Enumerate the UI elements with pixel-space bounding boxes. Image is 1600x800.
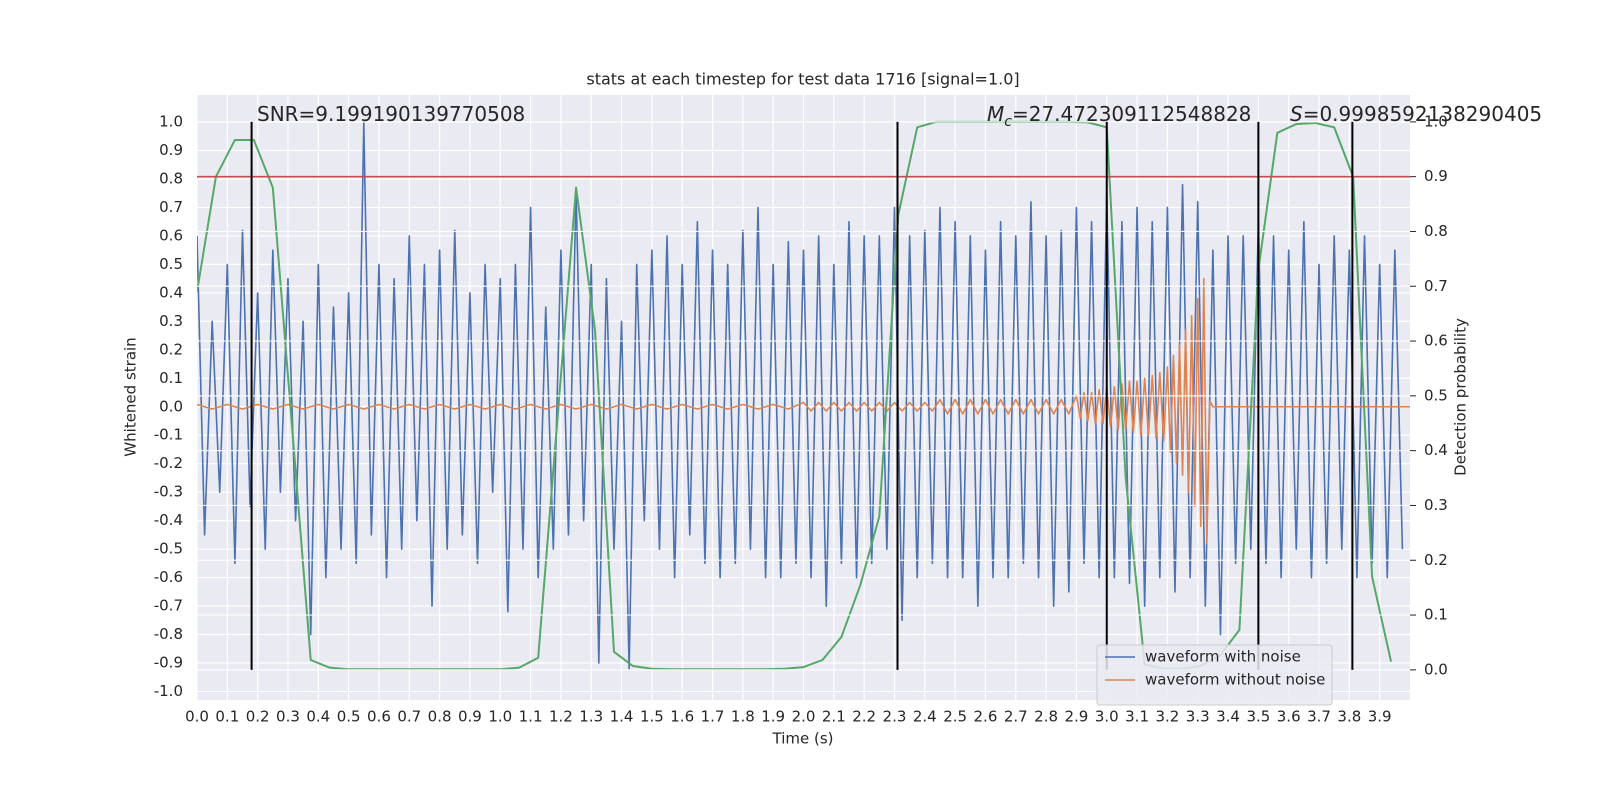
x-tick-label: 1.4 bbox=[610, 708, 634, 726]
x-tick-label: 0.8 bbox=[428, 708, 452, 726]
x-tick-label: 0.9 bbox=[458, 708, 482, 726]
annotation: Mc=27.472309112548828 bbox=[987, 102, 1251, 130]
x-tick-label: 2.7 bbox=[1004, 708, 1028, 726]
y2-tick-label: 0.7 bbox=[1424, 277, 1448, 295]
x-tick-label: 1.5 bbox=[640, 708, 664, 726]
x-tick-label: 0.6 bbox=[367, 708, 391, 726]
x-tick-label: 1.6 bbox=[670, 708, 694, 726]
x-tick-label: 1.1 bbox=[519, 708, 543, 726]
x-tick-label: 2.4 bbox=[913, 708, 937, 726]
y-tick-label: -0.4 bbox=[154, 511, 183, 529]
chart-title: stats at each timestep for test data 171… bbox=[586, 70, 1019, 89]
y-tick-label: -0.6 bbox=[154, 568, 183, 586]
y-tick-label: -0.8 bbox=[154, 625, 183, 643]
x-tick-label: 0.5 bbox=[337, 708, 361, 726]
y2-tick-label: 0.2 bbox=[1424, 551, 1448, 569]
y2-tick-label: 0.3 bbox=[1424, 496, 1448, 514]
x-tick-label: 3.1 bbox=[1125, 708, 1149, 726]
series-line bbox=[197, 277, 1410, 545]
x-tick-label: 1.8 bbox=[731, 708, 755, 726]
x-tick-label: 3.7 bbox=[1307, 708, 1331, 726]
y-tick-label: 0.6 bbox=[159, 226, 183, 244]
y-tick-label: -0.1 bbox=[154, 426, 183, 444]
annotation-symbol: S bbox=[1290, 102, 1303, 126]
x-tick-label: 0.1 bbox=[215, 708, 239, 726]
x-tick-label: 2.3 bbox=[883, 708, 907, 726]
legend-label: waveform with noise bbox=[1145, 648, 1301, 666]
y-tick-label: -0.9 bbox=[154, 653, 183, 671]
x-tick-label: 1.7 bbox=[701, 708, 725, 726]
x-tick-label: 3.0 bbox=[1095, 708, 1119, 726]
y-tick-label: -0.3 bbox=[154, 483, 183, 501]
annotation-text: SNR=9.199190139770508 bbox=[257, 102, 525, 126]
x-tick-label: 0.7 bbox=[397, 708, 421, 726]
y-tick-label: -0.2 bbox=[154, 454, 183, 472]
y2-tick-label: 1.0 bbox=[1424, 112, 1448, 130]
annotation: S=0.9998592138290405 bbox=[1290, 102, 1542, 126]
y-axis-label: Whitened strain bbox=[122, 337, 140, 456]
legend-box bbox=[1096, 644, 1333, 706]
y-tick-label: -0.7 bbox=[154, 597, 183, 615]
y2-tick-label: 0.4 bbox=[1424, 441, 1448, 459]
y-tick-label: 0.9 bbox=[159, 141, 183, 159]
x-tick-label: 3.3 bbox=[1186, 708, 1210, 726]
x-tick-label: 2.5 bbox=[943, 708, 967, 726]
x-tick-label: 3.4 bbox=[1216, 708, 1240, 726]
annotation-symbol: M bbox=[987, 102, 1004, 126]
y-tick-label: -1.0 bbox=[154, 682, 183, 700]
y2-tick-label: 0.9 bbox=[1424, 167, 1448, 185]
y2-axis-label: Detection probability bbox=[1452, 318, 1470, 476]
x-tick-label: 3.2 bbox=[1155, 708, 1179, 726]
x-tick-label: 1.2 bbox=[549, 708, 573, 726]
x-tick-label: 0.4 bbox=[306, 708, 330, 726]
x-tick-label: 3.8 bbox=[1337, 708, 1361, 726]
y-tick-label: 0.3 bbox=[159, 312, 183, 330]
x-tick-label: 2.0 bbox=[792, 708, 816, 726]
x-tick-label: 2.1 bbox=[822, 708, 846, 726]
x-axis-label: Time (s) bbox=[772, 730, 834, 748]
y-tick-label: 0.8 bbox=[159, 169, 183, 187]
y-tick-label: 0.1 bbox=[159, 369, 183, 387]
x-tick-label: 0.2 bbox=[246, 708, 270, 726]
y-tick-label: -0.5 bbox=[154, 540, 183, 558]
y-tick-label: 0.2 bbox=[159, 340, 183, 358]
annotation-subscript: c bbox=[1004, 114, 1012, 130]
x-tick-label: 0.0 bbox=[185, 708, 209, 726]
legend: waveform with noise waveform without nois… bbox=[1096, 644, 1333, 706]
y2-tick-label: 0.0 bbox=[1424, 660, 1448, 678]
annotation-text: =27.472309112548828 bbox=[1012, 102, 1251, 126]
annotation-text: =0.9998592138290405 bbox=[1303, 102, 1542, 126]
y-tick-label: 0.5 bbox=[159, 255, 183, 273]
y-tick-label: 0.7 bbox=[159, 198, 183, 216]
x-tick-label: 3.5 bbox=[1246, 708, 1270, 726]
annotation: SNR=9.199190139770508 bbox=[257, 102, 525, 126]
x-tick-label: 2.6 bbox=[974, 708, 998, 726]
y2-tick-label: 0.8 bbox=[1424, 222, 1448, 240]
y-tick-label: 1.0 bbox=[159, 113, 183, 131]
x-tick-label: 2.2 bbox=[852, 708, 876, 726]
x-tick-label: 1.9 bbox=[761, 708, 785, 726]
x-tick-label: 3.6 bbox=[1277, 708, 1301, 726]
y2-tick-label: 0.5 bbox=[1424, 386, 1448, 404]
y2-tick-label: 0.1 bbox=[1424, 606, 1448, 624]
x-tick-label: 3.9 bbox=[1368, 708, 1392, 726]
y-tick-label: 0.0 bbox=[159, 397, 183, 415]
x-tick-label: 1.3 bbox=[579, 708, 603, 726]
x-tick-label: 0.3 bbox=[276, 708, 300, 726]
y2-tick-label: 0.6 bbox=[1424, 332, 1448, 350]
y-tick-label: 0.4 bbox=[159, 283, 183, 301]
x-tick-label: 1.0 bbox=[488, 708, 512, 726]
x-tick-label: 2.8 bbox=[1034, 708, 1058, 726]
x-tick-label: 2.9 bbox=[1064, 708, 1088, 726]
legend-label: waveform without noise bbox=[1145, 671, 1325, 689]
